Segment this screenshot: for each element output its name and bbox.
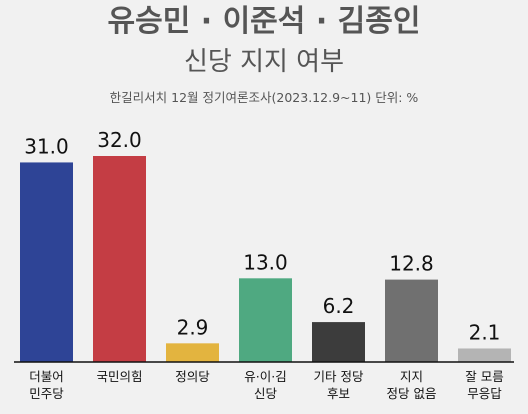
- category-label-3-1: 신당: [254, 386, 278, 401]
- chart-source: 한길리서치 12월 정기여론조사(2023.12.9~11) 단위: %: [110, 90, 419, 105]
- category-label-4-0: 기타 정당: [314, 369, 364, 384]
- bar-2: [166, 343, 219, 362]
- category-label-1-0: 국민의힘: [96, 369, 142, 384]
- category-label-6-0: 잘 모름: [465, 369, 503, 384]
- category-label-3-0: 유·이·김: [244, 369, 286, 384]
- bar-3: [239, 278, 292, 362]
- value-label-4: 6.2: [323, 294, 355, 318]
- bar-6: [458, 348, 511, 362]
- category-label-0-1: 민주당: [29, 386, 64, 401]
- category-label-5-1: 정당 없음: [387, 386, 437, 401]
- bar-1: [93, 156, 146, 362]
- bar-5: [385, 279, 438, 362]
- bar-4: [312, 322, 365, 362]
- value-label-3: 13.0: [243, 250, 288, 274]
- category-label-2-0: 정의당: [175, 369, 210, 384]
- category-label-4-1: 후보: [327, 386, 350, 401]
- value-label-6: 2.1: [469, 320, 501, 344]
- value-label-1: 32.0: [97, 128, 142, 152]
- bar-0: [20, 162, 73, 362]
- value-label-0: 31.0: [24, 134, 69, 158]
- category-label-0-0: 더불어: [29, 369, 64, 384]
- chart-subtitle: 신당 지지 여부: [184, 47, 344, 77]
- category-label-5-0: 지지: [400, 369, 423, 384]
- value-label-5: 12.8: [389, 252, 434, 276]
- chart-title: 유승민 · 이준석 · 김종인: [108, 4, 421, 39]
- value-label-2: 2.9: [177, 315, 209, 339]
- category-label-6-1: 무응답: [467, 386, 502, 401]
